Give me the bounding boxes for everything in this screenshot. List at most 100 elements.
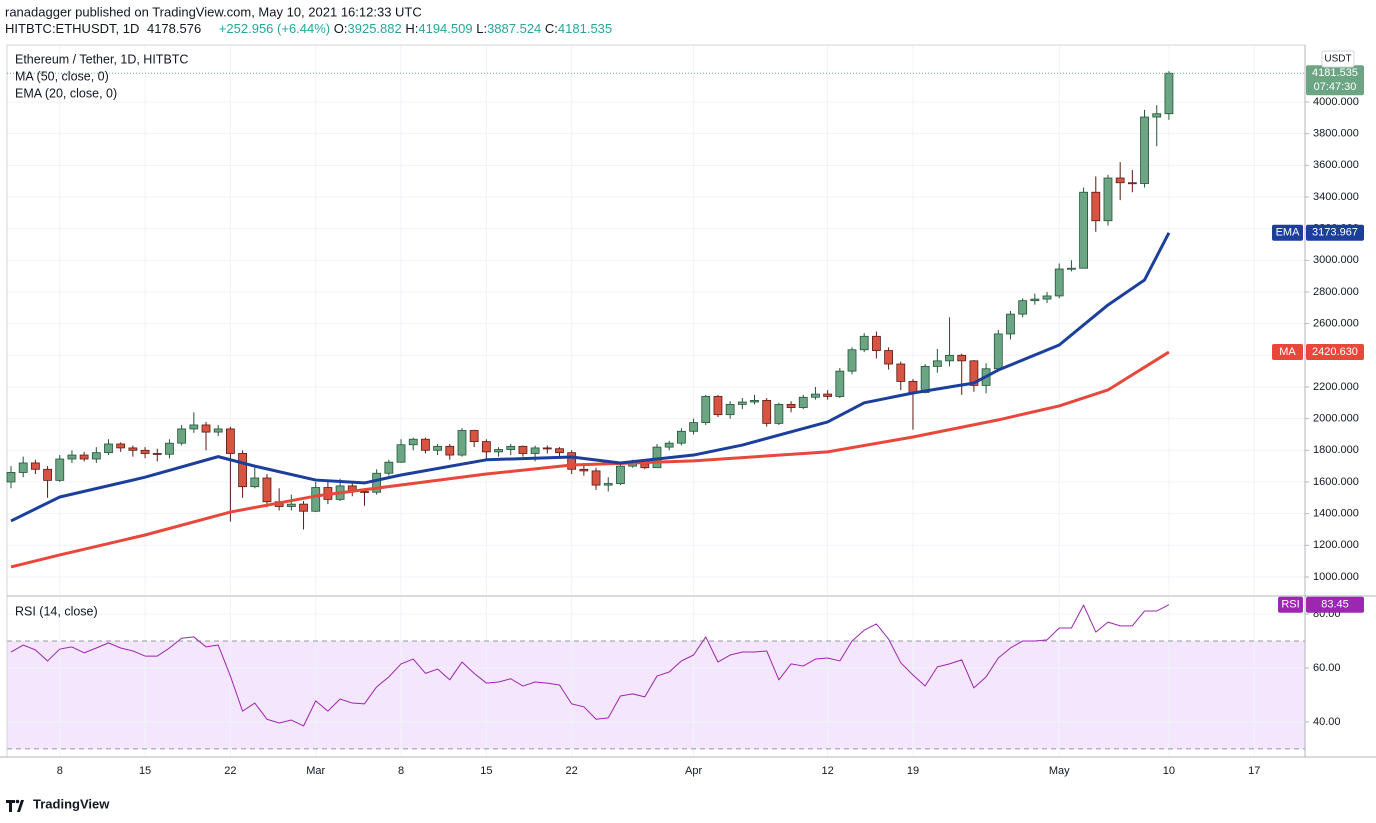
y-tick-label: 2800.000 — [1313, 286, 1359, 298]
candle-body — [786, 403, 796, 408]
rsi-tick-label: 60.00 — [1313, 662, 1341, 674]
candle-body — [762, 400, 772, 424]
candle-body — [798, 396, 808, 408]
rsi-band — [7, 640, 1305, 749]
candle-body — [1042, 295, 1052, 300]
rsi-line — [10, 604, 1170, 727]
candle-body — [372, 472, 382, 493]
tradingview-logo — [6, 799, 24, 812]
candle-body — [1054, 268, 1064, 297]
symbol: HITBTC:ETHUSDT, 1D — [5, 21, 139, 36]
candle-body — [811, 393, 820, 398]
quote-line: HITBTC:ETHUSDT, 1D 4178.576 +252.956 (+6… — [5, 21, 612, 36]
y-tick-label: 1000.000 — [1313, 571, 1359, 583]
candle-body — [689, 422, 698, 432]
candle-body — [481, 441, 491, 453]
candle-body — [750, 400, 759, 403]
candle-body — [932, 360, 942, 367]
candle-body — [104, 443, 113, 454]
candle-body — [213, 428, 223, 433]
candle-body — [177, 428, 187, 444]
candle-body — [1103, 177, 1113, 222]
candle-body — [969, 360, 979, 386]
ohlc-label: C: — [545, 21, 558, 36]
axis-tag-label: MA — [1279, 346, 1296, 358]
rsi-title: RSI (14, close) — [15, 604, 98, 618]
candle-body — [299, 503, 308, 512]
candle-body — [311, 487, 321, 512]
x-tick-label: 17 — [1248, 765, 1260, 777]
x-tick-label: 22 — [566, 765, 578, 777]
candle-body — [140, 449, 150, 454]
candle-body — [1079, 191, 1089, 269]
ohlc-label: L: — [476, 21, 487, 36]
candle-body — [1067, 267, 1076, 270]
x-tick-label: 10 — [1163, 765, 1175, 777]
chart-title: Ethereum / Tether, 1D, HITBTC — [15, 52, 188, 66]
candle-body — [189, 424, 199, 430]
candle-body — [713, 396, 723, 416]
y-tick-label: 1200.000 — [1313, 539, 1359, 551]
candle-body — [1152, 113, 1162, 118]
candle-body — [591, 470, 601, 486]
candle-body — [616, 465, 625, 484]
axis-tag-box — [1272, 344, 1303, 361]
candle-body — [908, 381, 918, 393]
axis-value-label: 3173.967 — [1312, 227, 1358, 239]
candle-body — [18, 462, 28, 473]
ohlc-label: H: — [405, 21, 418, 36]
candle-body — [506, 445, 516, 450]
indicator-line — [10, 350, 1170, 569]
candle-body — [79, 454, 89, 460]
last-price: 4178.576 — [147, 21, 201, 36]
candle-body — [896, 363, 906, 382]
x-tick-label: May — [1049, 765, 1070, 777]
x-tick-label: Mar — [306, 765, 325, 777]
ohlc-label: O: — [334, 21, 348, 36]
candle-body — [884, 350, 893, 365]
x-tick-label: 22 — [224, 765, 236, 777]
axis-value-box — [1306, 596, 1364, 613]
candle-body — [91, 452, 101, 460]
candle-body — [67, 454, 77, 460]
candle-body — [957, 354, 967, 362]
candle-body — [494, 449, 503, 453]
candle-body — [945, 354, 954, 362]
y-tick-label: 1600.000 — [1313, 476, 1359, 488]
candle-body — [871, 335, 881, 351]
candle-body — [152, 453, 162, 455]
candle-body — [664, 442, 674, 448]
y-tick-label: 4000.000 — [1313, 96, 1359, 108]
candle-body — [701, 396, 711, 423]
candle-body — [384, 461, 394, 474]
x-tick-label: 8 — [398, 765, 404, 777]
candle-body — [993, 333, 1003, 370]
brand: TradingView — [33, 796, 110, 811]
candle-body — [1115, 177, 1125, 184]
candle-body — [396, 444, 406, 463]
axis-tag-box — [1272, 224, 1303, 241]
candle-body — [774, 403, 784, 424]
candle-body — [116, 443, 126, 449]
axis-tag-label: EMA — [1276, 227, 1301, 239]
candle-body — [1164, 72, 1174, 115]
y-tick-label: 2600.000 — [1313, 318, 1359, 330]
last-price-label: 4181.535 — [1312, 67, 1358, 79]
axis-value-label: 83.45 — [1321, 599, 1349, 611]
candle-body — [1006, 313, 1015, 335]
candle-body — [1030, 298, 1040, 302]
currency-box — [1321, 50, 1355, 68]
x-tick-label: 19 — [907, 765, 919, 777]
candle-body — [1091, 191, 1101, 222]
y-tick-label: 2000.000 — [1313, 413, 1359, 425]
candle-body — [823, 393, 833, 397]
rsi-tick-label: 40.00 — [1313, 716, 1341, 728]
change: +252.956 (+6.44%) — [219, 21, 330, 36]
candle-body — [262, 477, 272, 503]
candle-body — [250, 477, 260, 488]
legend-entry: EMA (20, close, 0) — [15, 86, 117, 100]
y-tick-label: 1800.000 — [1313, 444, 1359, 456]
logo-mark — [6, 800, 24, 812]
x-tick-label: 15 — [139, 765, 151, 777]
